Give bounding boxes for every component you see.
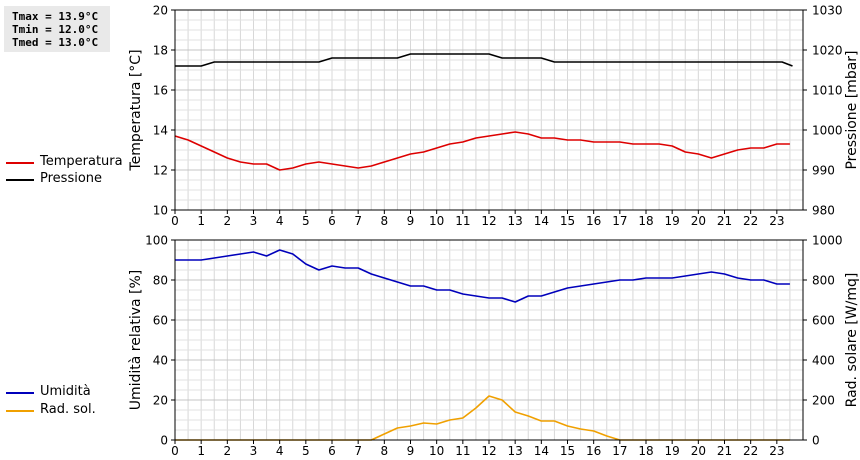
- chart1-x-tick-label: 9: [407, 214, 415, 228]
- chart1-x-tick-label: 7: [354, 214, 362, 228]
- chart1-x-tick-label: 22: [743, 214, 758, 228]
- tmin-text: Tmin = 12.0°C: [12, 23, 99, 36]
- chart2-x-tick-label: 22: [743, 444, 758, 458]
- chart2-y-axis-label-left: Umidità relativa [%]: [128, 270, 144, 411]
- chart1-y-tick-label-right: 1010: [812, 84, 843, 98]
- chart2-x-tick-label: 11: [455, 444, 470, 458]
- chart1-y-tick-label-left: 16: [153, 84, 168, 98]
- chart2-x-tick-label: 16: [586, 444, 601, 458]
- chart2-x-tick-label: 17: [612, 444, 627, 458]
- chart1-x-tick-label: 5: [302, 214, 310, 228]
- chart1-x-tick-label: 15: [560, 214, 575, 228]
- chart1-x-tick-label: 6: [328, 214, 336, 228]
- chart2-y-tick-label-right: 1000: [812, 234, 843, 248]
- chart2-x-tick-label: 3: [250, 444, 258, 458]
- chart2-y-tick-label-left: 100: [145, 234, 168, 248]
- chart2-x-tick-label: 7: [354, 444, 362, 458]
- chart2-x-tick-label: 2: [224, 444, 232, 458]
- legend-swatch-umidita: [6, 392, 34, 394]
- chart2-x-tick-label: 21: [717, 444, 732, 458]
- chart1-x-tick-label: 21: [717, 214, 732, 228]
- chart2-y-tick-label-left: 0: [160, 434, 168, 448]
- chart1-x-tick-label: 16: [586, 214, 601, 228]
- chart2-series-rad-sol: [175, 395, 790, 441]
- chart2-x-tick-label: 6: [328, 444, 336, 458]
- chart2-y-tick-label-right: 400: [812, 354, 835, 368]
- chart1-x-tick-label: 2: [224, 214, 232, 228]
- legend-swatch-temperatura: [6, 162, 34, 164]
- chart1-x-tick-label: 3: [250, 214, 258, 228]
- tmax-text: Tmax = 13.9°C: [12, 10, 99, 23]
- chart1-x-tick-label: 4: [276, 214, 284, 228]
- chart1-x-tick-label: 8: [381, 214, 389, 228]
- legend-label-temperatura: Temperatura: [40, 154, 123, 169]
- chart2-x-tick-label: 14: [534, 444, 549, 458]
- chart2-x-tick-label: 23: [769, 444, 784, 458]
- chart1-x-tick-label: 13: [508, 214, 523, 228]
- chart1-y-tick-label-right: 1020: [812, 44, 843, 58]
- chart1-y-tick-label-left: 10: [153, 204, 168, 218]
- chart2-x-tick-label: 13: [508, 444, 523, 458]
- chart1-y-tick-label-right: 990: [812, 164, 835, 178]
- chart1-x-tick-label: 12: [481, 214, 496, 228]
- chart1-x-tick-label: 14: [534, 214, 549, 228]
- chart1-y-tick-label-left: 14: [153, 124, 168, 138]
- chart1-y-tick-label-left: 20: [153, 4, 168, 18]
- legend-swatch-pressione: [6, 179, 34, 181]
- chart1-x-tick-label: 18: [638, 214, 653, 228]
- chart2-y-tick-label-left: 40: [153, 354, 168, 368]
- chart2-x-tick-label: 4: [276, 444, 284, 458]
- stats-box: Tmax = 13.9°C Tmin = 12.0°C Tmed = 13.0°…: [4, 6, 110, 52]
- chart1-y-tick-label-right: 980: [812, 204, 835, 218]
- chart1-x-tick-label: 23: [769, 214, 784, 228]
- chart1-y-axis-label-left: Temperatura [°C]: [128, 49, 144, 171]
- chart1-series-pressione: [175, 53, 793, 67]
- legend-label-radsol: Rad. sol.: [40, 402, 96, 417]
- chart2-y-tick-label-left: 60: [153, 314, 168, 328]
- chart1-x-tick-label: 17: [612, 214, 627, 228]
- chart2-x-tick-label: 12: [481, 444, 496, 458]
- chart2-y-axis-label-right: Rad. solare [W/mq]: [844, 273, 860, 408]
- chart2-x-tick-label: 8: [381, 444, 389, 458]
- chart1-y-tick-label-left: 12: [153, 164, 168, 178]
- chart1-series-temperatura: [174, 131, 790, 171]
- chart2-x-tick-label: 20: [691, 444, 706, 458]
- chart1-y-tick-label-right: 1030: [812, 4, 843, 18]
- chart1-x-tick-label: 10: [429, 214, 444, 228]
- chart1-x-tick-label: 0: [171, 214, 179, 228]
- chart2-y-tick-label-right: 0: [812, 434, 820, 448]
- chart1-y-axis-label-right: Pressione [mbar]: [844, 50, 860, 169]
- chart2-y-tick-label-right: 200: [812, 394, 835, 408]
- chart2-y-tick-label-right: 800: [812, 274, 835, 288]
- chart2-y-tick-label-left: 80: [153, 274, 168, 288]
- legend-swatch-radsol: [6, 410, 34, 412]
- chart2-x-tick-label: 10: [429, 444, 444, 458]
- chart1-x-tick-label: 19: [665, 214, 680, 228]
- chart1-x-tick-label: 11: [455, 214, 470, 228]
- tmed-text: Tmed = 13.0°C: [12, 36, 99, 49]
- chart2-y-tick-label-left: 20: [153, 394, 168, 408]
- chart1-y-tick-label-left: 18: [153, 44, 168, 58]
- chart2-series-umidit: [175, 249, 790, 303]
- chart1-y-tick-label-right: 1000: [812, 124, 843, 138]
- legend-label-umidita: Umidità: [40, 384, 91, 399]
- chart1-x-tick-label: 1: [197, 214, 205, 228]
- legend-label-pressione: Pressione: [40, 171, 103, 186]
- chart1-x-tick-label: 20: [691, 214, 706, 228]
- chart2-x-tick-label: 15: [560, 444, 575, 458]
- chart2-x-tick-label: 0: [171, 444, 179, 458]
- chart2-x-tick-label: 9: [407, 444, 415, 458]
- chart2-y-tick-label-right: 600: [812, 314, 835, 328]
- chart2-x-tick-label: 5: [302, 444, 310, 458]
- chart2-x-tick-label: 18: [638, 444, 653, 458]
- chart2-x-tick-label: 19: [665, 444, 680, 458]
- chart2-x-tick-label: 1: [197, 444, 205, 458]
